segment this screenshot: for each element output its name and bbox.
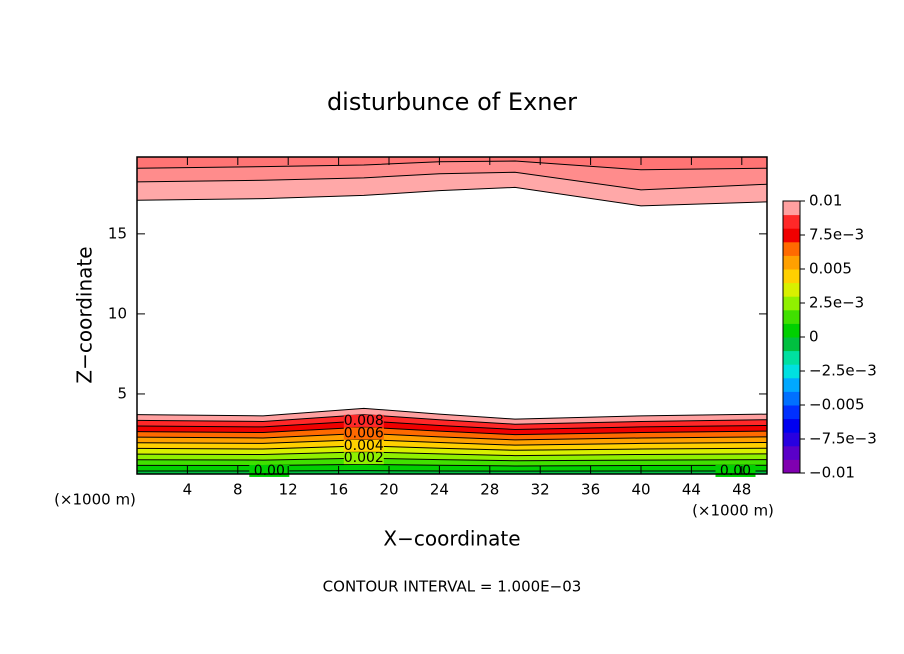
colorbar-swatch [783, 337, 800, 352]
x-tick-label: 48 [732, 481, 751, 499]
x-tick-label: 28 [480, 481, 499, 499]
contour-label: 0.002 [344, 450, 384, 466]
x-tick-label: 12 [279, 481, 298, 499]
colorbar-swatch [783, 364, 800, 379]
y-tick-label: 5 [117, 384, 127, 402]
colorbar-swatch [783, 201, 800, 216]
x-tick-label: 32 [531, 481, 550, 499]
contour-line [136, 186, 768, 207]
footer: CONTOUR INTERVAL = 1.000E−03 [323, 578, 582, 596]
colorbar-tick-label: −0.005 [809, 396, 865, 414]
x-tick-label: 16 [329, 481, 348, 499]
contour-line [136, 439, 768, 446]
contour-line [136, 407, 768, 420]
colorbar-tick-label: 0.005 [809, 260, 852, 278]
contour-label: 0.004 [344, 438, 384, 454]
contour-line [136, 451, 768, 457]
colorbar-swatch [783, 323, 800, 338]
contour-line [136, 445, 768, 451]
x-tick-label: 40 [631, 481, 650, 499]
colorbar-swatch [783, 228, 800, 243]
y-tick-label: 15 [108, 224, 127, 242]
colorbar-swatch [783, 391, 800, 406]
colorbar-tick-label: −2.5e−3 [809, 362, 877, 380]
colorbar-tick-label: −0.01 [809, 464, 855, 482]
colorbar-swatch [783, 405, 800, 420]
colorbar-swatch [783, 445, 800, 460]
colorbar-swatch [783, 418, 800, 433]
contour-label: 0.00 [254, 463, 285, 479]
y-tick-label: 10 [108, 304, 127, 322]
colorbar-swatch [783, 377, 800, 392]
colorbar-swatch [783, 214, 800, 229]
colorbar-swatch [783, 241, 800, 256]
colorbar-tick-label: 7.5e−3 [809, 226, 864, 244]
colorbar-tick-label: 0.01 [809, 192, 842, 210]
contour-label-bg [343, 414, 384, 427]
contour-label-bg [343, 439, 384, 452]
contour-label-bg [343, 452, 384, 465]
colorbar-swatch [783, 459, 800, 474]
colorbar-swatch [783, 350, 800, 365]
x-axis-label: X−coordinate [383, 527, 520, 551]
x-tick-label: 8 [233, 481, 243, 499]
x-tick-label: 44 [682, 481, 701, 499]
colorbar-swatch [783, 296, 800, 311]
contour-label-bg [343, 427, 384, 440]
contour-line [136, 420, 768, 430]
colorbar-tick-label: 0 [809, 328, 819, 346]
axis-unit: (×1000 m) [692, 502, 774, 520]
plot-frame [136, 156, 768, 475]
contour-line [136, 171, 768, 191]
contour-line [136, 426, 768, 436]
y-axis-label: Z−coordinate [73, 246, 97, 383]
colorbar-swatch [783, 309, 800, 324]
axis-unit: (×1000 m) [54, 491, 136, 509]
contour-label: 0.008 [344, 413, 384, 429]
colorbar-swatch [783, 432, 800, 447]
chart-title: disturbunce of Exner [327, 88, 577, 116]
x-tick-label: 36 [581, 481, 600, 499]
x-tick-label: 4 [183, 481, 193, 499]
contour-label: 0.006 [344, 425, 384, 441]
contour-label: 0.00 [720, 463, 751, 479]
colorbar-tick-label: −7.5e−3 [809, 430, 877, 448]
x-tick-label: 20 [379, 481, 398, 499]
x-tick-label: 24 [430, 481, 449, 499]
colorbar-swatch [783, 255, 800, 270]
contour-line [136, 457, 768, 462]
contour-line [136, 414, 768, 425]
colorbar-tick-label: 2.5e−3 [809, 294, 864, 312]
colorbar-swatch [783, 282, 800, 297]
contour-line [136, 432, 768, 441]
colorbar-swatch [783, 269, 800, 284]
